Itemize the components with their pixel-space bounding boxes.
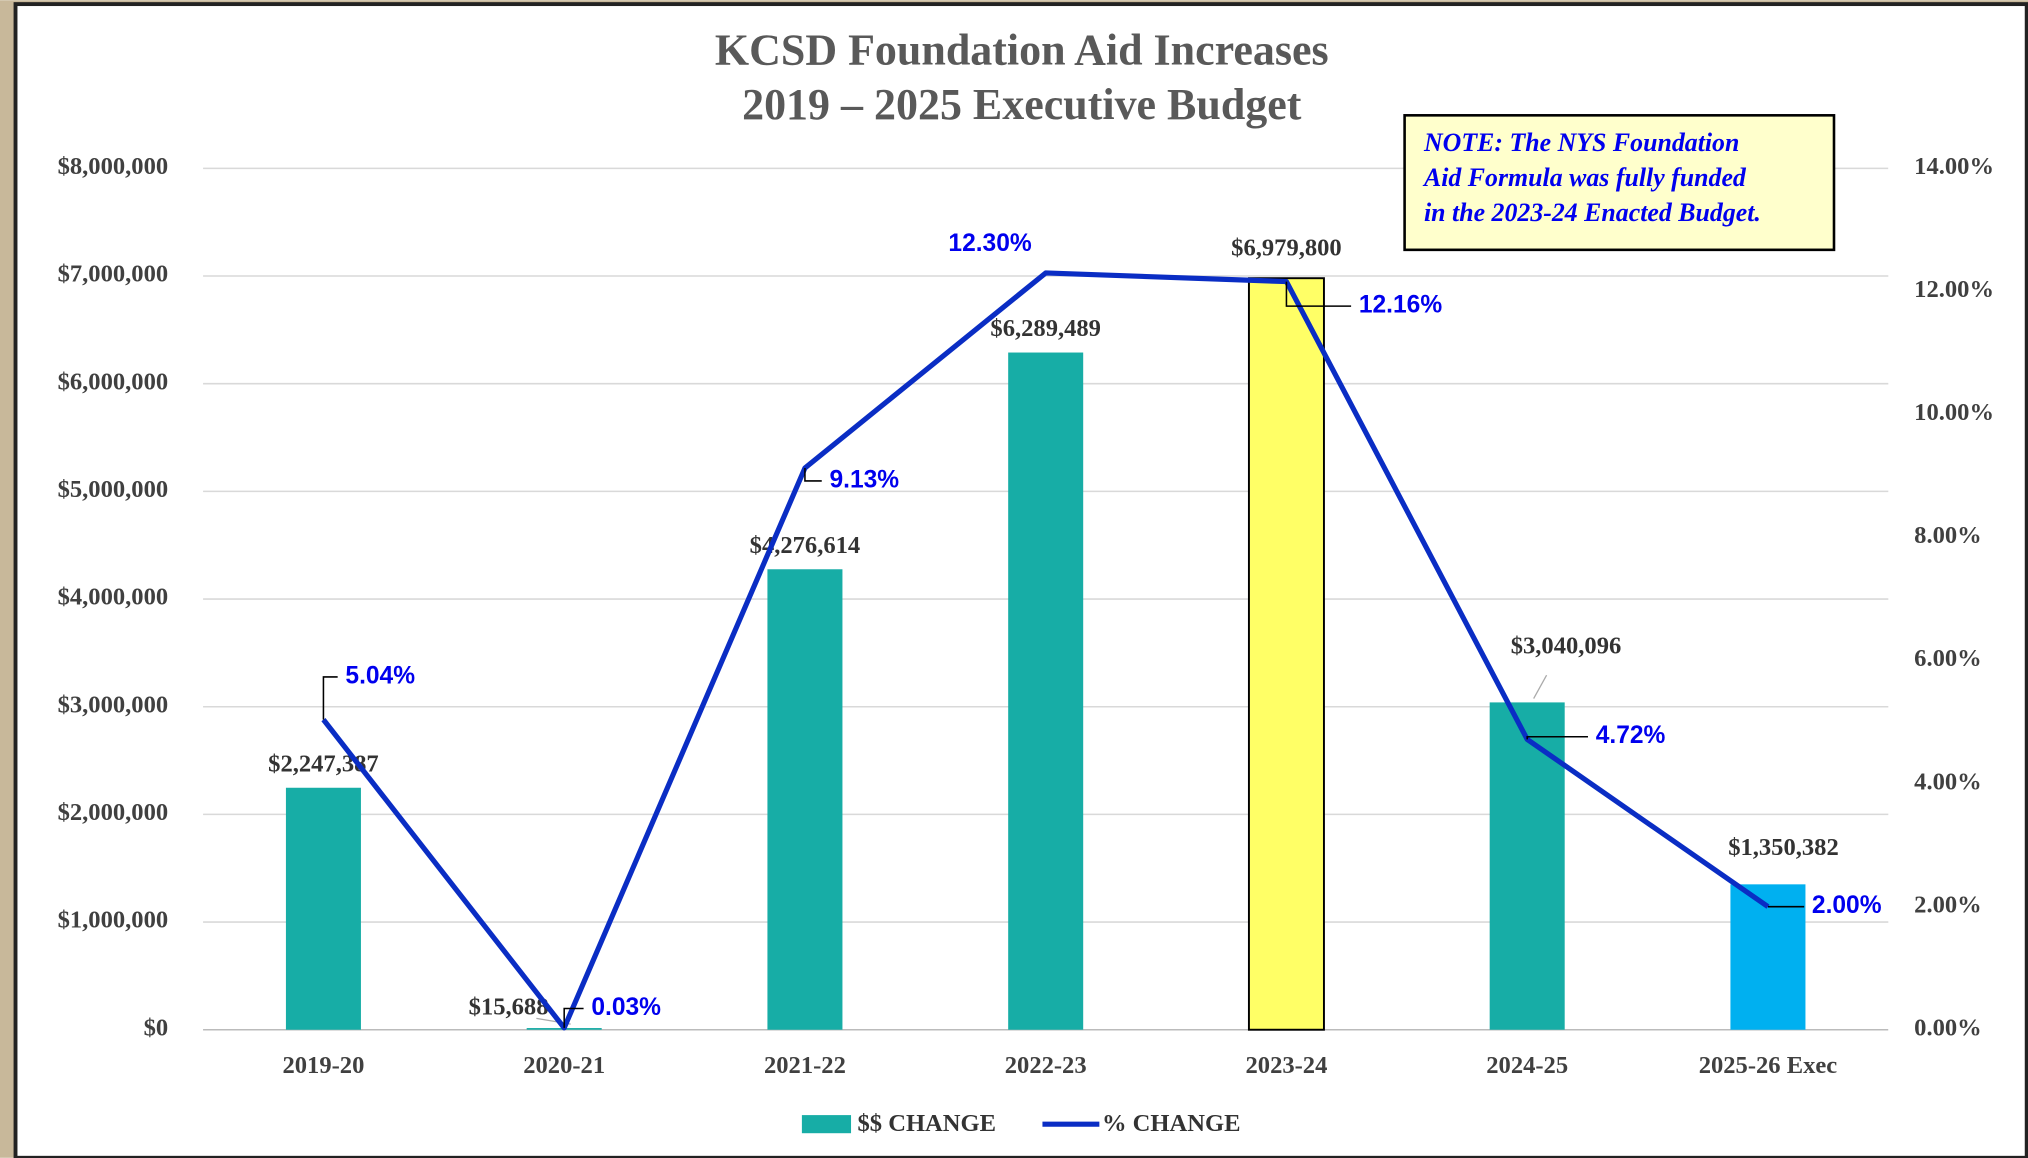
bar <box>767 569 843 1030</box>
bar <box>1730 884 1806 1030</box>
y-tick-label: $5,000,000 <box>58 476 169 503</box>
y-tick-label: $2,000,000 <box>58 799 169 826</box>
note-line: NOTE: The NYS Foundation <box>1423 128 1739 157</box>
leader-line <box>563 1007 584 1028</box>
y2-tick-label: 2.00% <box>1914 891 1982 918</box>
line-value-label: 9.13% <box>830 466 900 493</box>
legend-label: % CHANGE <box>1102 1110 1241 1137</box>
bar <box>1008 352 1084 1030</box>
note-box <box>1403 114 1836 252</box>
leader-line <box>1533 674 1548 699</box>
x-tick-label: 2020-21 <box>523 1052 605 1079</box>
line-value-label: 2.00% <box>1812 892 1882 919</box>
y2-tick-label: 6.00% <box>1914 645 1982 672</box>
legend-label: $$ CHANGE <box>858 1110 997 1137</box>
chart-title: KCSD Foundation Aid Increases <box>715 26 1329 75</box>
bar-value-label: $15,688 <box>469 993 549 1020</box>
leader-line <box>1526 735 1588 740</box>
y-tick-label: $1,000,000 <box>58 907 169 934</box>
leader-line <box>1285 281 1352 307</box>
legend-swatch <box>801 1115 852 1134</box>
line-value-label: 4.72% <box>1596 722 1666 749</box>
y-tick-label: $3,000,000 <box>58 691 169 718</box>
bar-value-label: $3,040,096 <box>1511 633 1622 660</box>
y-tick-label: $7,000,000 <box>58 261 169 288</box>
bar-value-label: $1,350,382 <box>1728 834 1839 861</box>
y-tick-label: $4,000,000 <box>58 584 169 611</box>
bar-value-label: $6,979,800 <box>1231 234 1342 261</box>
leader-line <box>322 676 338 720</box>
bar-value-label: $6,289,489 <box>990 315 1101 342</box>
y-tick-label: $8,000,000 <box>58 153 169 180</box>
bar <box>1489 702 1565 1030</box>
bar <box>285 787 361 1030</box>
line-value-label: 12.30% <box>948 230 1031 257</box>
note-line: in the 2023-24 Enacted Budget. <box>1424 198 1761 227</box>
y2-tick-label: 8.00% <box>1914 522 1982 549</box>
y2-tick-label: 14.00% <box>1914 153 1994 180</box>
y2-tick-label: 10.00% <box>1914 399 1994 426</box>
x-tick-label: 2021-22 <box>764 1052 846 1079</box>
line <box>321 270 1770 1031</box>
line-value-label: 5.04% <box>345 662 415 689</box>
x-tick-label: 2024-25 <box>1486 1052 1568 1079</box>
x-tick-label: 2022-23 <box>1005 1052 1087 1079</box>
note-line: Aid Formula was fully funded <box>1422 163 1747 192</box>
x-tick-label: 2019-20 <box>282 1052 364 1079</box>
y2-tick-label: 0.00% <box>1914 1014 1982 1041</box>
bar <box>1247 277 1325 1031</box>
y2-tick-label: 4.00% <box>1914 768 1982 795</box>
x-tick-label: 2023-24 <box>1246 1052 1328 1079</box>
y-tick-label: $0 <box>144 1014 169 1041</box>
chart-subtitle: 2019 – 2025 Executive Budget <box>742 80 1302 129</box>
plot: $0 $1,000,000 $2,000,000 $3,000,000 $4,000,0… <box>58 153 1994 1137</box>
line-value-label: 12.16% <box>1359 292 1442 319</box>
x-tick-label: 2025-26 Exec <box>1699 1052 1838 1079</box>
leader-line <box>804 467 822 482</box>
y2-tick-label: 12.00% <box>1914 276 1994 303</box>
y-tick-label: $6,000,000 <box>58 368 169 395</box>
line-value-label: 0.03% <box>591 994 661 1021</box>
